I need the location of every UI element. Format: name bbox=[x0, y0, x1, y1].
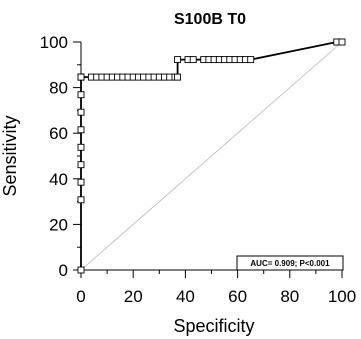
y-tick-label: 100 bbox=[40, 33, 68, 52]
roc-point-marker bbox=[77, 196, 85, 204]
roc-point-marker bbox=[338, 38, 346, 46]
roc-point-marker bbox=[189, 56, 197, 64]
x-tick-label: 60 bbox=[228, 287, 247, 306]
y-tick-label: 80 bbox=[49, 79, 68, 98]
x-tick-label: 0 bbox=[76, 287, 85, 306]
y-tick-label: 20 bbox=[49, 215, 68, 234]
roc-point-marker bbox=[77, 143, 85, 151]
chart-title: S100B T0 bbox=[174, 11, 246, 28]
auc-annotation: AUC= 0.909; P<0.001 bbox=[250, 259, 330, 268]
x-tick-label: 80 bbox=[280, 287, 299, 306]
roc-curve bbox=[77, 38, 346, 274]
roc-point-marker bbox=[77, 266, 85, 274]
y-tick-label: 40 bbox=[49, 170, 68, 189]
x-tick-label: 20 bbox=[124, 287, 143, 306]
roc-point-marker bbox=[247, 56, 255, 64]
reference-diagonal-line bbox=[80, 41, 343, 271]
x-tick-label: 100 bbox=[328, 287, 356, 306]
roc-point-marker bbox=[77, 161, 85, 169]
x-axis-label: Specificity bbox=[173, 316, 254, 336]
roc-point-marker bbox=[174, 56, 182, 64]
plot-area bbox=[80, 41, 343, 271]
y-tick-label: 60 bbox=[49, 124, 68, 143]
roc-point-marker bbox=[77, 108, 85, 116]
x-tick-label: 40 bbox=[176, 287, 195, 306]
roc-point-marker bbox=[77, 178, 85, 186]
y-axis-label: Sensitivity bbox=[0, 115, 20, 196]
auc-annotation-box: AUC= 0.909; P<0.001 bbox=[236, 255, 344, 271]
y-tick-label: 0 bbox=[59, 261, 68, 280]
roc-point-marker bbox=[174, 73, 182, 81]
roc-point-marker bbox=[77, 73, 85, 81]
roc-point-marker bbox=[77, 126, 85, 134]
roc-point-marker bbox=[77, 91, 85, 99]
